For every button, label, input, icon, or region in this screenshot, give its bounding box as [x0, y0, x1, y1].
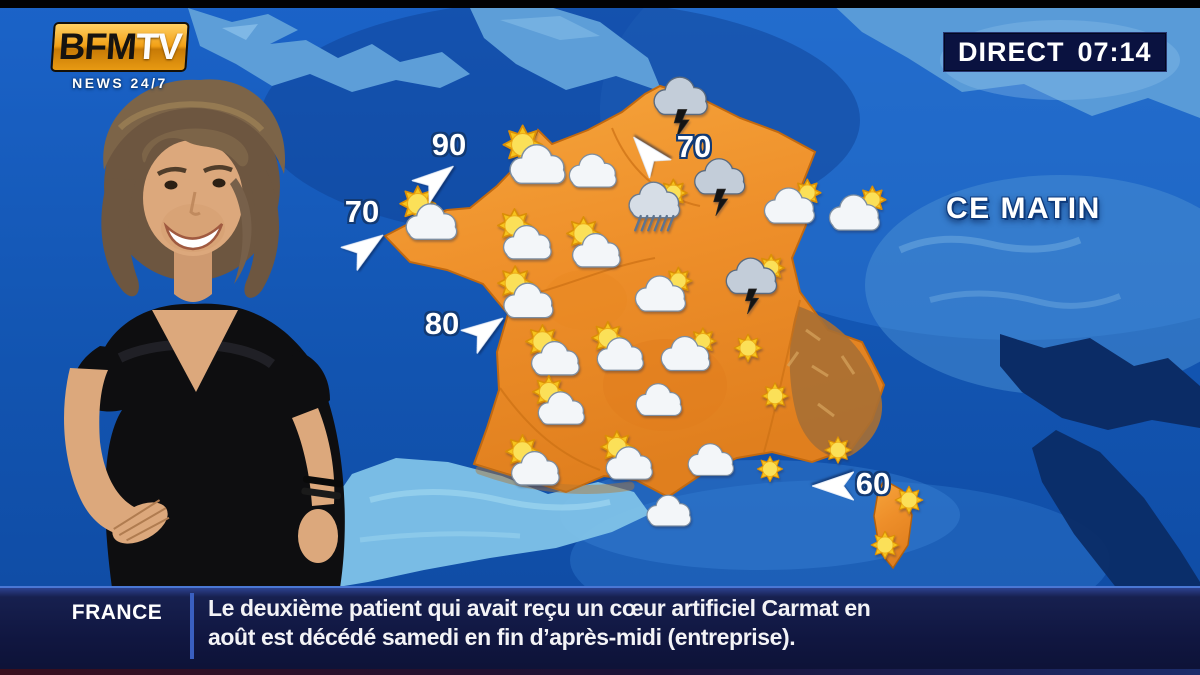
- wind-speed-label: 70: [344, 194, 380, 229]
- wind-speed-label: 60: [855, 466, 891, 501]
- weather-icon-cloud: [683, 430, 741, 488]
- wind-arrow-icon: [340, 223, 391, 271]
- weather-icon-thunder: [689, 152, 753, 217]
- weather-presenter: [64, 79, 345, 588]
- weather-icon-sun-cloud: [502, 431, 566, 495]
- wind-speed-label: 70: [676, 129, 712, 164]
- weather-icon-cloud: [631, 370, 689, 428]
- weather-icon-sun: [862, 522, 908, 568]
- weather-icon-sun-cloud: [588, 318, 650, 380]
- weather-icon-sun: [725, 325, 771, 371]
- weather-icon-sun-cloud: [494, 205, 558, 269]
- wind-speed-label: 80: [424, 306, 460, 341]
- uk-landmass: [188, 4, 662, 92]
- wind-arrow-icon: [622, 128, 672, 179]
- weather-icon-cloud-sun: [825, 178, 889, 242]
- bfmtv-logo-box: BFM TV: [50, 22, 190, 72]
- weather-icon-sun-cloud: [494, 262, 560, 328]
- france-landmass: [383, 84, 886, 499]
- segment-label: CE MATIN: [946, 192, 1101, 225]
- ticker-divider: [190, 593, 194, 659]
- bfmtv-logo: BFM TV NEWS 24/7: [50, 22, 190, 91]
- wind-arrow-icon: [460, 306, 511, 354]
- weather-icon-rain-sun: [623, 174, 691, 242]
- logo-tv-text: TV: [134, 26, 183, 67]
- weather-icon-cloud: [642, 482, 698, 538]
- top-black-bar: [0, 0, 1200, 8]
- logo-bfm-text: BFM: [57, 26, 138, 67]
- weather-icon-thunder: [648, 70, 716, 139]
- weather-icon-sun-cloud: [499, 121, 573, 195]
- weather-icon-sun: [753, 374, 797, 418]
- alps-terrain: [789, 306, 883, 458]
- clock: 07:14: [1077, 36, 1152, 67]
- weather-icon-cloud: [564, 140, 624, 200]
- ticker-category: FRANCE: [71, 601, 163, 624]
- presenter-smile: [163, 221, 224, 251]
- weather-icon-cloud-sun: [657, 320, 719, 382]
- ticker-line-1: Le deuxième patient qui avait reçu un cœ…: [208, 595, 871, 621]
- weather-icon-sun: [749, 448, 791, 490]
- weather-icon-cloud-sun: [760, 171, 824, 235]
- weather-icon-sun-cloud: [522, 321, 586, 385]
- ticker-line-2: août est décédé samedi en fin d’après-mi…: [208, 624, 796, 650]
- weather-icon-sun-cloud: [396, 182, 464, 250]
- live-badge: DIRECT 07:14: [944, 33, 1166, 71]
- weather-icon-sun-cloud: [597, 427, 659, 489]
- live-label: DIRECT: [958, 36, 1065, 67]
- weather-icon-sun-cloud: [563, 213, 627, 277]
- weather-icon-sun-cloud: [529, 372, 591, 434]
- weather-icon-sun: [816, 428, 860, 472]
- weather-icon-sun: [886, 477, 932, 523]
- wind-arrow-icon: [812, 471, 854, 501]
- weather-icon-cloud-sun: [631, 259, 695, 323]
- bracelet: [301, 475, 343, 500]
- weather-icon-thunder-sun: [721, 248, 787, 315]
- wind-speed-label: 90: [431, 127, 467, 162]
- ticker-bottom-strip: [0, 669, 1200, 675]
- ticker-text: Le deuxième patient qui avait reçu un cœ…: [194, 588, 1200, 675]
- news-ticker: FRANCE Le deuxième patient qui avait reç…: [0, 586, 1200, 675]
- logo-tagline: NEWS 24/7: [72, 75, 168, 91]
- wind-arrow-icon: [411, 155, 463, 204]
